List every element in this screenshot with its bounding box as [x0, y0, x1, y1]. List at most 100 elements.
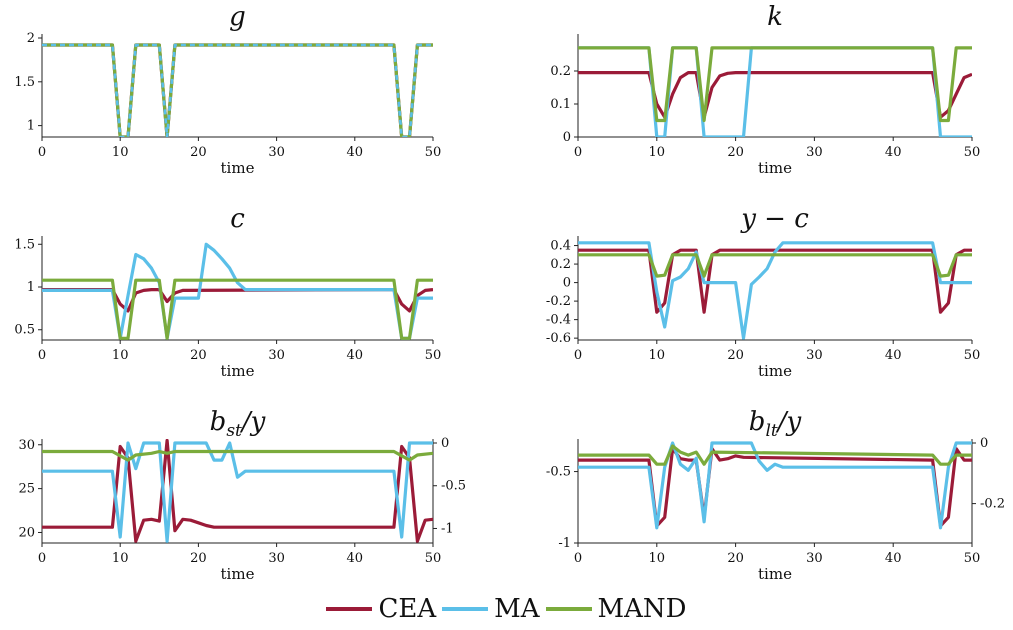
legend-swatch-ma — [442, 607, 489, 611]
x-tick-label: 10 — [112, 145, 129, 160]
y-tick-label: -1 — [558, 536, 571, 551]
y-tick-label: 1.5 — [14, 237, 35, 252]
x-axis-label: time — [221, 362, 255, 380]
x-tick-label: 20 — [727, 551, 744, 566]
x-tick-label: 0 — [574, 551, 582, 566]
x-axis-label: time — [758, 565, 792, 583]
x-tick-label: 30 — [806, 551, 823, 566]
x-tick-label: 30 — [268, 145, 285, 160]
panel-y_minus_c: y − c 0 10 20 30 40 50 -0.6 -0.4 -0.2 0 0.2 0.4 time — [546, 204, 980, 380]
x-axis-label: time — [758, 362, 792, 380]
y-tick-label: -0.6 — [546, 331, 571, 346]
y-tick-label: 0.2 — [550, 64, 571, 79]
x-tick-label: 50 — [964, 348, 981, 363]
series-line-cea — [42, 288, 433, 313]
y2-tick-label: -1 — [441, 521, 454, 536]
y2-tick-label: 0 — [441, 436, 449, 451]
y2-tick-label: -0.2 — [980, 497, 1005, 512]
legend: CEA MA MAND — [0, 590, 1013, 628]
series-line-cea — [42, 43, 433, 137]
y-tick-label: 0 — [563, 276, 571, 291]
series-line-mand — [42, 449, 433, 462]
y-tick-label: -0.4 — [546, 313, 571, 328]
panel-g: g 0 10 20 30 40 50 1 1.5 2 time — [14, 2, 441, 177]
x-tick-label: 10 — [649, 145, 666, 160]
x-tick-label: 20 — [727, 145, 744, 160]
x-tick-label: 50 — [425, 551, 442, 566]
series-line-mand — [42, 43, 433, 137]
x-tick-label: 0 — [574, 145, 582, 160]
x-tick-label: 40 — [347, 551, 364, 566]
y-tick-label: 2 — [27, 31, 35, 46]
series-line-ma — [42, 441, 433, 543]
series-line-mand — [578, 253, 972, 278]
y-tick-label: 0.1 — [550, 97, 571, 112]
y-tick-label: 1 — [27, 119, 35, 134]
y-tick-label: 1 — [27, 280, 35, 295]
x-tick-label: 10 — [649, 551, 666, 566]
legend-item-cea: CEA — [326, 594, 436, 624]
x-tick-label: 50 — [425, 145, 442, 160]
x-tick-label: 40 — [885, 551, 902, 566]
x-tick-label: 30 — [268, 348, 285, 363]
panel-title: k — [767, 2, 783, 32]
x-tick-label: 50 — [964, 145, 981, 160]
y-tick-label: 0.2 — [550, 257, 571, 272]
y-tick-label: 0.5 — [14, 323, 35, 338]
x-tick-label: 0 — [574, 348, 582, 363]
panel-title: y − c — [740, 204, 809, 234]
panel-bst_y: bst/y 0 10 20 30 40 50 20 25 30 -1 -0.5 0 time — [18, 407, 466, 583]
legend-item-ma: MA — [442, 594, 540, 624]
x-tick-label: 0 — [38, 145, 46, 160]
x-tick-label: 20 — [727, 348, 744, 363]
panel-title: c — [230, 204, 245, 234]
series-line-ma — [578, 241, 972, 340]
y-tick-label: 0.4 — [550, 239, 571, 254]
y-tick-label: 1.5 — [14, 75, 35, 90]
panel-c: c 0 10 20 30 40 50 0.5 1 1.5 time — [14, 204, 441, 380]
series-line-ma — [578, 46, 972, 137]
x-tick-label: 30 — [268, 551, 285, 566]
x-tick-label: 10 — [112, 348, 129, 363]
x-tick-label: 40 — [347, 348, 364, 363]
x-tick-label: 20 — [190, 145, 207, 160]
panel-title: bst/y — [210, 407, 266, 441]
panel-title: g — [229, 2, 246, 32]
x-axis-label: time — [221, 159, 255, 177]
x-tick-label: 10 — [112, 551, 129, 566]
y-tick-label: -0.2 — [546, 294, 571, 309]
y-tick-label: 20 — [18, 525, 35, 540]
x-tick-label: 30 — [806, 348, 823, 363]
y-tick-label: 25 — [18, 482, 35, 497]
legend-label-mand: MAND — [597, 594, 687, 624]
y-tick-label: -0.5 — [546, 465, 571, 480]
x-tick-label: 40 — [885, 348, 902, 363]
x-tick-label: 30 — [806, 145, 823, 160]
legend-label-cea: CEA — [378, 594, 437, 624]
x-tick-label: 0 — [38, 348, 46, 363]
x-tick-label: 50 — [425, 348, 442, 363]
series-line-cea — [578, 248, 972, 314]
panel-k: k 0 10 20 30 40 50 0 0.1 0.2 time — [550, 2, 980, 177]
legend-item-mand: MAND — [545, 594, 687, 624]
x-tick-label: 20 — [190, 348, 207, 363]
series-line-cea — [578, 70, 972, 119]
series-line-ma — [42, 43, 433, 137]
legend-swatch-cea — [326, 607, 373, 611]
legend-label-ma: MA — [494, 594, 540, 624]
series-line-mand — [42, 278, 433, 340]
x-tick-label: 50 — [964, 551, 981, 566]
y-tick-label: 30 — [18, 438, 35, 453]
panel-blt_y: blt/y 0 10 20 30 40 50 -1 -0.5 -0.2 0 time — [546, 407, 1005, 583]
x-axis-label: time — [221, 565, 255, 583]
x-tick-label: 10 — [649, 348, 666, 363]
series-line-mand — [578, 444, 972, 466]
x-tick-label: 0 — [38, 551, 46, 566]
y-tick-label: 0 — [563, 130, 571, 145]
series-line-cea — [42, 439, 433, 543]
series-line-cea — [578, 447, 972, 528]
x-tick-label: 40 — [885, 145, 902, 160]
x-tick-label: 40 — [347, 145, 364, 160]
panel-title: blt/y — [749, 407, 802, 441]
